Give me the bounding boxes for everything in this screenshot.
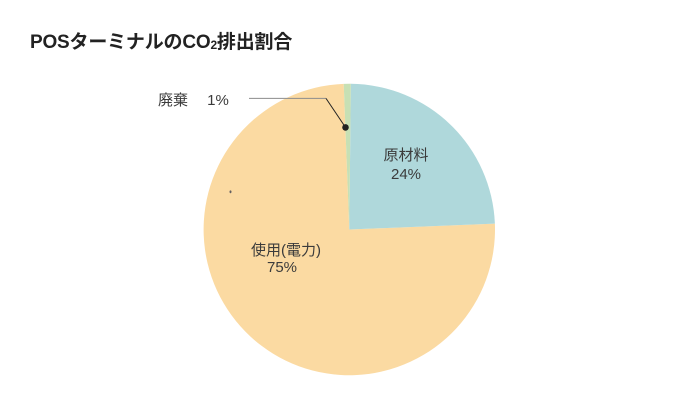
svg-text:75%: 75% (267, 259, 297, 276)
svg-text:原材料: 原材料 (383, 147, 428, 164)
svg-text:使用(電力): 使用(電力) (251, 242, 321, 259)
svg-text:24%: 24% (391, 166, 421, 183)
svg-text:廃棄 1%: 廃棄 1% (158, 92, 229, 109)
